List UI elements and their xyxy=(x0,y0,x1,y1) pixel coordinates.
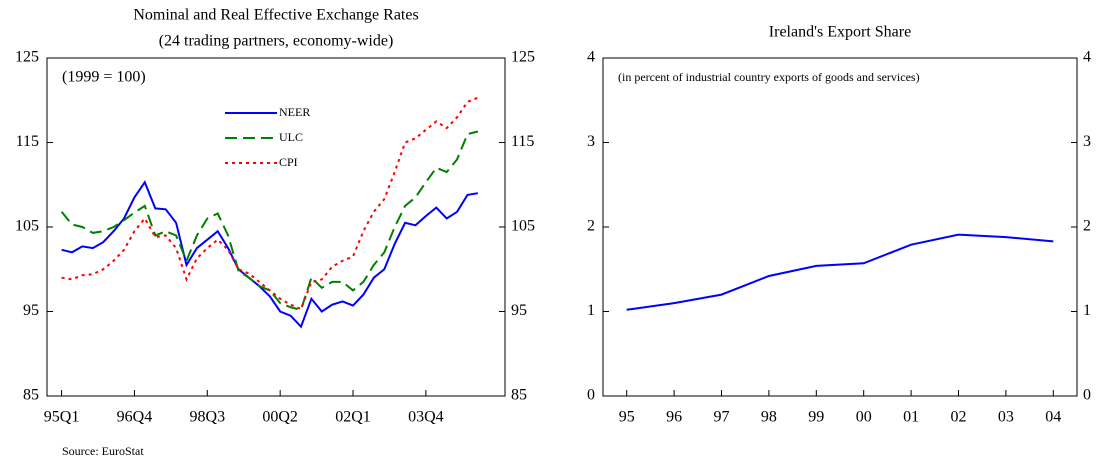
y2-tick-label: 4 xyxy=(1083,49,1091,66)
y-tick-label: 1 xyxy=(587,302,595,319)
x-tick-label: 96 xyxy=(666,409,682,426)
annotation: (1999 = 100) xyxy=(62,69,146,86)
x-tick-label: 04 xyxy=(1045,409,1061,426)
chart-title: Ireland's Export Share xyxy=(769,24,911,41)
y2-tick-label: 1 xyxy=(1083,302,1091,319)
x-tick-label: 03 xyxy=(998,409,1014,426)
chart-subtitle: (24 trading partners, economy-wide) xyxy=(159,33,394,50)
plot-frame xyxy=(602,57,1078,397)
y2-tick-label: 3 xyxy=(1083,133,1091,150)
y-tick-label: 2 xyxy=(587,218,595,235)
chart-title: Nominal and Real Effective Exchange Rate… xyxy=(133,7,418,24)
legend-label: CPI xyxy=(279,155,298,169)
data-line xyxy=(61,96,479,311)
x-tick-label: 96Q4 xyxy=(117,409,153,426)
data-line xyxy=(60,130,479,311)
x-tick-label: 98 xyxy=(761,409,777,426)
data-line xyxy=(61,180,479,329)
y-tick-label: 105 xyxy=(15,218,39,235)
y-tick-label: 95 xyxy=(23,302,39,319)
x-tick-label: 99 xyxy=(808,409,824,426)
x-tick-label: 02Q1 xyxy=(335,409,371,426)
x-tick-label: 97 xyxy=(714,409,730,426)
x-tick-label: 02 xyxy=(951,409,967,426)
x-tick-label: 98Q3 xyxy=(190,409,226,426)
y-tick-label: 125 xyxy=(15,49,39,66)
x-tick-label: 03Q4 xyxy=(408,409,444,426)
y2-tick-label: 115 xyxy=(511,133,534,150)
y2-tick-label: 0 xyxy=(1083,387,1091,404)
plot-frame xyxy=(46,57,506,397)
y2-tick-label: 85 xyxy=(511,387,527,404)
x-tick-label: 00 xyxy=(856,409,872,426)
y-tick-label: 115 xyxy=(16,133,39,150)
y2-tick-label: 95 xyxy=(511,302,527,319)
y2-tick-label: 125 xyxy=(511,49,535,66)
legend-label: NEER xyxy=(279,105,310,119)
x-tick-label: 95 xyxy=(619,409,635,426)
x-tick-label: 95Q1 xyxy=(44,409,80,426)
x-tick-label: 01 xyxy=(903,409,919,426)
data-line xyxy=(626,233,1054,311)
y-tick-label: 85 xyxy=(23,387,39,404)
source-note: Source: EuroStat xyxy=(62,444,144,458)
y2-tick-label: 2 xyxy=(1083,218,1091,235)
legend-label: ULC xyxy=(279,130,303,144)
y-tick-label: 4 xyxy=(587,49,595,66)
y-tick-label: 0 xyxy=(587,387,595,404)
y2-tick-label: 105 xyxy=(511,218,535,235)
y-tick-label: 3 xyxy=(587,133,595,150)
x-tick-label: 00Q2 xyxy=(262,409,298,426)
annotation: (in percent of industrial country export… xyxy=(618,70,920,84)
